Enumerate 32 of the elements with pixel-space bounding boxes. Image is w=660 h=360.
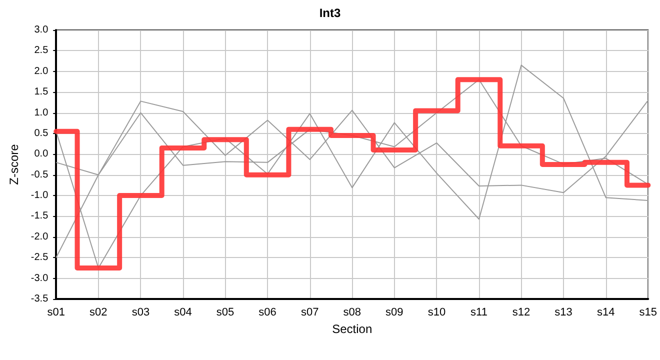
y-tick-label: -1.0 xyxy=(30,190,49,202)
y-tick-label: 1.0 xyxy=(34,107,49,118)
x-tick-label: s07 xyxy=(300,306,319,318)
x-tick-label: s11 xyxy=(470,306,488,318)
y-tick-label: -2.0 xyxy=(30,231,49,242)
y-tick-label: -3.0 xyxy=(30,272,49,284)
y-tick-label: 2.0 xyxy=(34,66,49,77)
x-tick-label: s01 xyxy=(47,306,66,318)
x-tick-label: s04 xyxy=(174,306,192,318)
x-tick-label: s13 xyxy=(554,306,572,318)
y-tick-label: 0.0 xyxy=(34,148,49,160)
y-tick-label: 1.5 xyxy=(34,86,49,98)
chart-title: Int3 xyxy=(319,6,341,20)
x-tick-label: s08 xyxy=(343,306,362,318)
y-tick-label: -3.5 xyxy=(30,294,49,304)
x-tick-label: s09 xyxy=(386,306,404,318)
y-tick-label: -1.5 xyxy=(30,210,49,222)
x-tick-label: s02 xyxy=(90,306,108,318)
x-tick-label: s03 xyxy=(132,306,150,318)
x-tick-label: s05 xyxy=(216,306,234,318)
x-tick-label: s12 xyxy=(512,306,530,318)
y-tick-label: 2.5 xyxy=(34,45,49,56)
x-tick-label: s14 xyxy=(596,306,615,318)
x-axis-title: Section xyxy=(332,322,372,336)
x-tick-label: s06 xyxy=(258,306,276,318)
y-axis-title: Z-score xyxy=(7,144,21,185)
y-tick-label: -2.5 xyxy=(30,252,49,264)
y-tick-label: 3.0 xyxy=(34,24,49,36)
y-tick-label: 0.5 xyxy=(34,128,49,139)
x-tick-label: s10 xyxy=(428,306,446,318)
y-tick-label: -0.5 xyxy=(30,169,49,180)
x-tick-label: s15 xyxy=(639,306,658,318)
